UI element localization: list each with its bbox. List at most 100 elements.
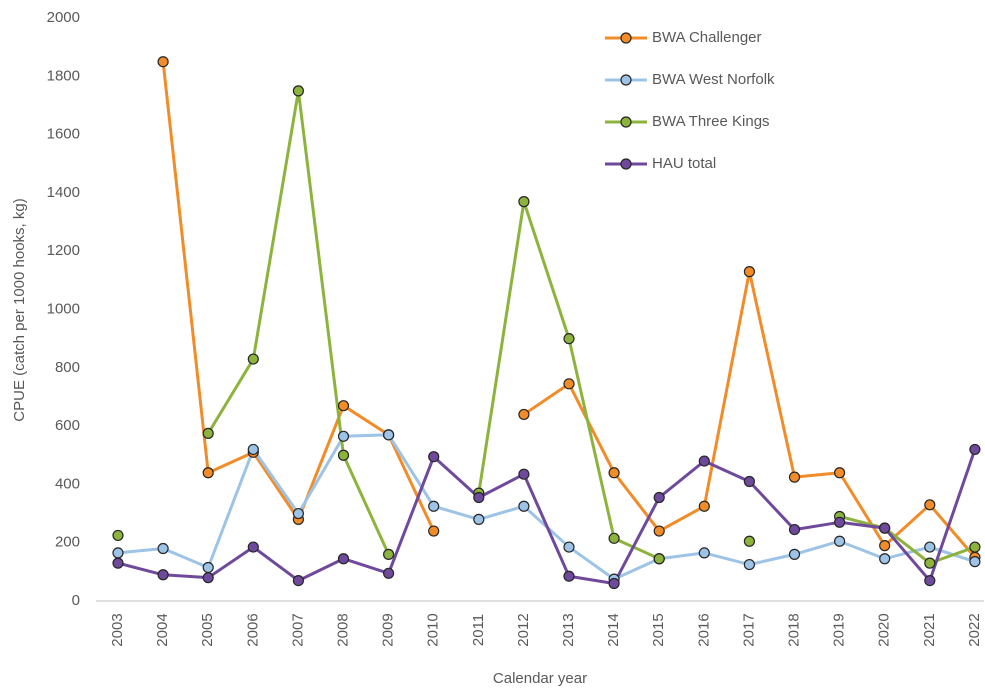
data-point bbox=[157, 542, 169, 555]
data-point bbox=[879, 522, 891, 534]
legend-marker bbox=[620, 158, 632, 170]
data-point bbox=[743, 558, 756, 571]
series-line bbox=[161, 61, 977, 559]
data-point bbox=[112, 547, 124, 559]
data-point bbox=[833, 516, 846, 528]
data-point bbox=[428, 525, 440, 537]
data-point bbox=[337, 553, 350, 565]
data-point bbox=[518, 468, 530, 480]
data-point bbox=[383, 429, 395, 441]
data-point bbox=[247, 443, 259, 456]
y-axis-title: CPUE (catch per 1000 hooks, kg) bbox=[11, 198, 28, 421]
x-tick-label: 2013 bbox=[560, 613, 577, 646]
x-tick-label: 2010 bbox=[425, 613, 442, 646]
data-point bbox=[292, 574, 304, 587]
x-tick-label: 2006 bbox=[244, 613, 261, 646]
data-point bbox=[473, 513, 485, 525]
y-tick-label: 800 bbox=[55, 359, 80, 376]
x-tick-label: 2004 bbox=[154, 613, 171, 646]
y-tick-label: 1200 bbox=[47, 242, 80, 259]
data-point bbox=[247, 353, 259, 365]
y-tick-label: 400 bbox=[55, 475, 80, 492]
y-tick-label: 0 bbox=[72, 592, 80, 609]
x-tick-label: 2018 bbox=[785, 613, 802, 646]
x-tick-label: 2008 bbox=[334, 613, 351, 646]
data-point bbox=[969, 443, 981, 456]
data-point bbox=[563, 333, 575, 345]
x-tick-label: 2021 bbox=[921, 613, 938, 646]
y-tick-label: 1800 bbox=[47, 67, 80, 84]
data-point bbox=[698, 500, 710, 512]
data-point bbox=[518, 500, 530, 512]
data-point bbox=[428, 451, 440, 463]
data-point bbox=[337, 430, 350, 442]
data-point bbox=[112, 557, 124, 569]
y-tick-label: 600 bbox=[55, 417, 80, 434]
series-line bbox=[206, 89, 976, 565]
x-tick-label: 2020 bbox=[876, 613, 893, 646]
data-point bbox=[337, 400, 350, 412]
x-tick-label: 2003 bbox=[109, 613, 126, 646]
x-tick-label: 2014 bbox=[605, 613, 622, 646]
data-point bbox=[292, 85, 304, 97]
data-point bbox=[202, 572, 214, 584]
data-point bbox=[969, 556, 981, 568]
data-point bbox=[383, 548, 395, 560]
y-tick-label: 1000 bbox=[47, 300, 80, 317]
data-point bbox=[833, 467, 846, 479]
data-point bbox=[924, 541, 936, 553]
legend-marker bbox=[620, 32, 632, 44]
data-point bbox=[924, 574, 936, 587]
data-point bbox=[879, 540, 891, 552]
data-point bbox=[563, 570, 575, 582]
y-tick-label: 1400 bbox=[47, 184, 80, 201]
x-tick-label: 2016 bbox=[695, 613, 712, 646]
data-point bbox=[698, 547, 710, 559]
data-point bbox=[518, 196, 530, 208]
y-tick-label: 2000 bbox=[47, 9, 80, 26]
data-point bbox=[788, 548, 801, 560]
x-tick-label: 2011 bbox=[470, 614, 487, 646]
data-point bbox=[788, 471, 801, 483]
y-tick-label: 1600 bbox=[47, 126, 80, 143]
data-point bbox=[924, 557, 936, 569]
x-tick-label: 2015 bbox=[650, 613, 667, 646]
series-line bbox=[117, 448, 977, 586]
data-point bbox=[337, 449, 350, 461]
data-point bbox=[833, 535, 846, 547]
legend-label: BWA West Norfolk bbox=[652, 71, 775, 88]
x-tick-label: 2012 bbox=[515, 613, 532, 646]
data-point bbox=[518, 408, 530, 421]
y-tick-label: 200 bbox=[55, 534, 80, 551]
data-point bbox=[247, 541, 259, 553]
x-tick-label: 2009 bbox=[380, 613, 397, 646]
legend-label: HAU total bbox=[652, 155, 716, 172]
data-point bbox=[608, 577, 620, 590]
data-point bbox=[653, 491, 665, 504]
x-tick-label: 2005 bbox=[199, 613, 216, 646]
data-point bbox=[698, 455, 710, 467]
legend-label: BWA Three Kings bbox=[652, 113, 770, 130]
data-point bbox=[202, 561, 214, 574]
data-point bbox=[428, 500, 440, 512]
data-point bbox=[608, 532, 620, 544]
data-point bbox=[743, 266, 756, 278]
data-point bbox=[653, 525, 665, 537]
data-point bbox=[292, 507, 304, 520]
x-tick-label: 2017 bbox=[740, 613, 757, 646]
data-point bbox=[202, 427, 214, 439]
data-point bbox=[879, 553, 891, 565]
data-point bbox=[743, 475, 756, 488]
data-point bbox=[383, 567, 395, 579]
x-axis-title: Calendar year bbox=[493, 670, 587, 687]
data-point bbox=[969, 541, 981, 553]
legend-marker bbox=[620, 74, 632, 86]
x-tick-label: 2007 bbox=[289, 613, 306, 646]
data-point bbox=[563, 378, 575, 390]
data-point bbox=[653, 553, 665, 565]
data-point bbox=[924, 499, 936, 511]
data-point bbox=[202, 467, 214, 479]
data-point bbox=[743, 535, 756, 547]
x-tick-label: 2022 bbox=[966, 613, 983, 646]
